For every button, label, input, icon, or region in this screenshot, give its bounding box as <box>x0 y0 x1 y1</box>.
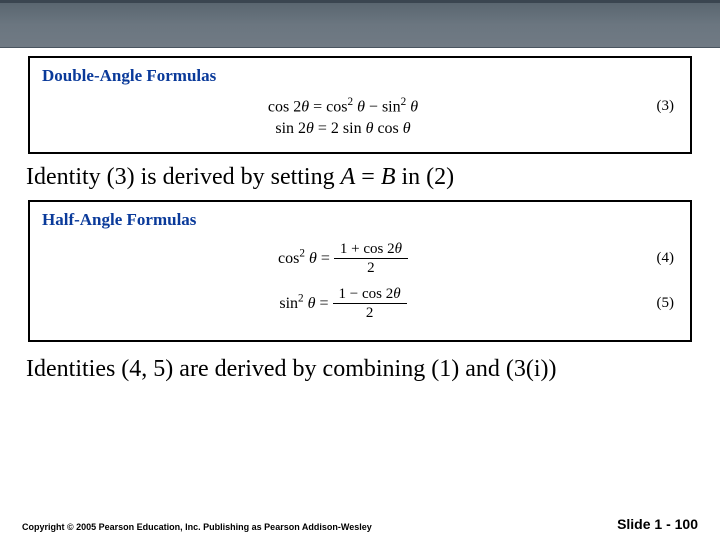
box1-title: Double-Angle Formulas <box>42 66 678 86</box>
box2-eq2-frac: 1 − cos 2θ2 <box>333 285 407 322</box>
double-angle-box: Double-Angle Formulas cos 2θ = cos2 θ − … <box>28 56 692 154</box>
text-identity-3: Identity (3) is derived by setting A = B… <box>26 162 694 192</box>
slide-number: Slide 1 - 100 <box>617 516 698 532</box>
box2-eq2-numerator: 1 − cos 2θ <box>333 285 407 304</box>
half-angle-box: Half-Angle Formulas cos2 θ = 1 + cos 2θ2… <box>28 200 692 342</box>
header-band <box>0 0 720 48</box>
box2-eq2-formula: sin2 θ = 1 − cos 2θ2 <box>42 285 644 322</box>
box2-eq2-lhs: sin2 θ = <box>279 295 332 312</box>
footer: Copyright © 2005 Pearson Education, Inc.… <box>0 516 720 532</box>
box2-eq1: cos2 θ = 1 + cos 2θ2 (4) <box>42 240 678 277</box>
box1-eq1-formula: cos 2θ = cos2 θ − sin2 θ <box>42 96 644 116</box>
box2-eq1-denominator: 2 <box>334 259 408 277</box>
box2-eq1-lhs: cos2 θ = <box>278 250 334 267</box>
box2-eq1-frac: 1 + cos 2θ2 <box>334 240 408 277</box>
box2-eq2-num: (5) <box>644 295 678 312</box>
box1-eq1: cos 2θ = cos2 θ − sin2 θ (3) <box>42 96 678 116</box>
box1-eq2-formula: sin 2θ = 2 sin θ cos θ <box>42 120 644 138</box>
box2-title: Half-Angle Formulas <box>42 210 678 230</box>
box1-eq1-num: (3) <box>644 98 678 115</box>
text-identities-4-5: Identities (4, 5) are derived by combini… <box>26 354 694 384</box>
box1-eq2: sin 2θ = 2 sin θ cos θ <box>42 120 678 138</box>
box2-eq2-denominator: 2 <box>333 304 407 322</box>
box2-eq1-numerator: 1 + cos 2θ <box>334 240 408 259</box>
box2-eq1-formula: cos2 θ = 1 + cos 2θ2 <box>42 240 644 277</box>
box2-eq2: sin2 θ = 1 − cos 2θ2 (5) <box>42 285 678 322</box>
copyright-text: Copyright © 2005 Pearson Education, Inc.… <box>22 522 372 532</box>
box2-eq1-num: (4) <box>644 250 678 267</box>
